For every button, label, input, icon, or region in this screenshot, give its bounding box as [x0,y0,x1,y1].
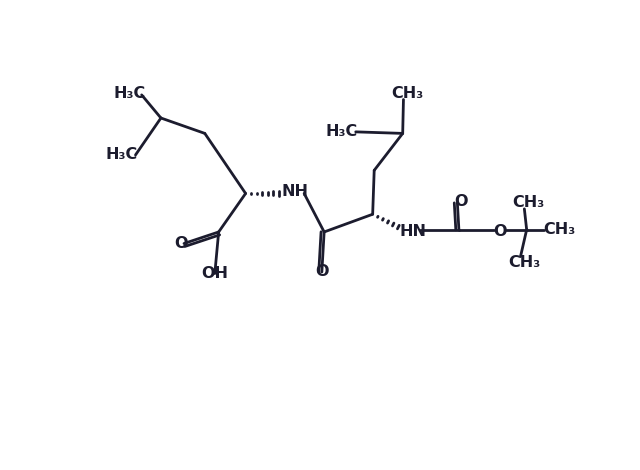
Text: O: O [174,236,188,251]
Text: CH₃: CH₃ [543,222,576,237]
Text: H₃C: H₃C [326,125,358,140]
Text: O: O [493,224,506,239]
Text: CH₃: CH₃ [512,195,545,210]
Text: H₃C: H₃C [106,148,138,163]
Text: CH₃: CH₃ [508,255,540,270]
Text: O: O [454,194,468,209]
Text: O: O [315,265,328,280]
Text: HN: HN [399,224,426,239]
Text: NH: NH [282,184,308,199]
Text: OH: OH [202,266,228,281]
Text: CH₃: CH₃ [391,86,424,101]
Text: H₃C: H₃C [113,86,145,101]
